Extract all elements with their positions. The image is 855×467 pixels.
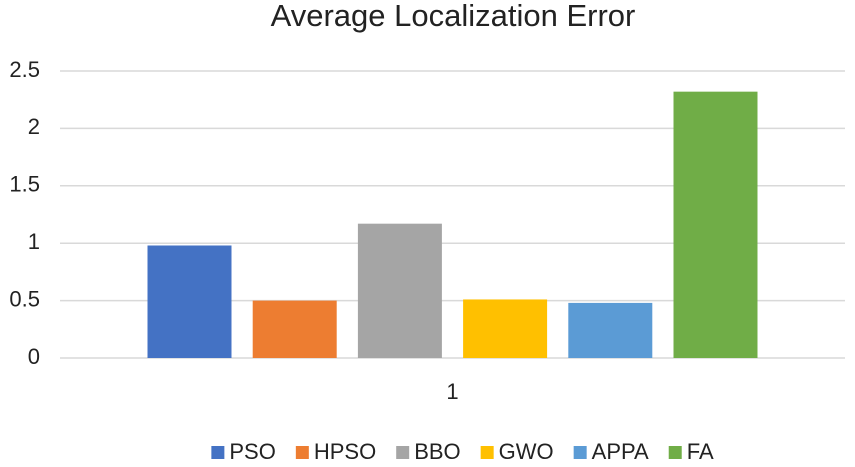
y-tick-label: 0 xyxy=(28,344,40,369)
y-tick-label: 1.5 xyxy=(9,172,40,197)
bar xyxy=(147,245,232,358)
y-tick-label: 2.5 xyxy=(9,57,40,82)
legend-swatch xyxy=(396,446,410,459)
bar xyxy=(568,302,653,358)
chart-title: Average Localization Error xyxy=(271,0,636,33)
legend-label: GWO xyxy=(499,439,554,464)
bar xyxy=(463,299,548,358)
y-tick-label: 1 xyxy=(28,229,40,254)
legend-label: HPSO xyxy=(314,439,376,464)
y-tick-label: 0.5 xyxy=(9,286,40,311)
legend-swatch xyxy=(211,446,225,459)
legend-label: FA xyxy=(687,439,714,464)
x-tick-label: 1 xyxy=(446,379,458,404)
bar xyxy=(252,300,337,358)
legend-label: PSO xyxy=(229,439,275,464)
legend-swatch xyxy=(295,446,309,459)
legend-swatch xyxy=(480,446,494,459)
legend-swatch xyxy=(573,446,587,459)
legend-swatch xyxy=(668,446,682,459)
bar xyxy=(673,91,758,358)
bar xyxy=(357,223,442,358)
y-tick-label: 2 xyxy=(28,114,40,139)
legend-label: APPA xyxy=(592,439,649,464)
legend-label: BBO xyxy=(414,439,460,464)
